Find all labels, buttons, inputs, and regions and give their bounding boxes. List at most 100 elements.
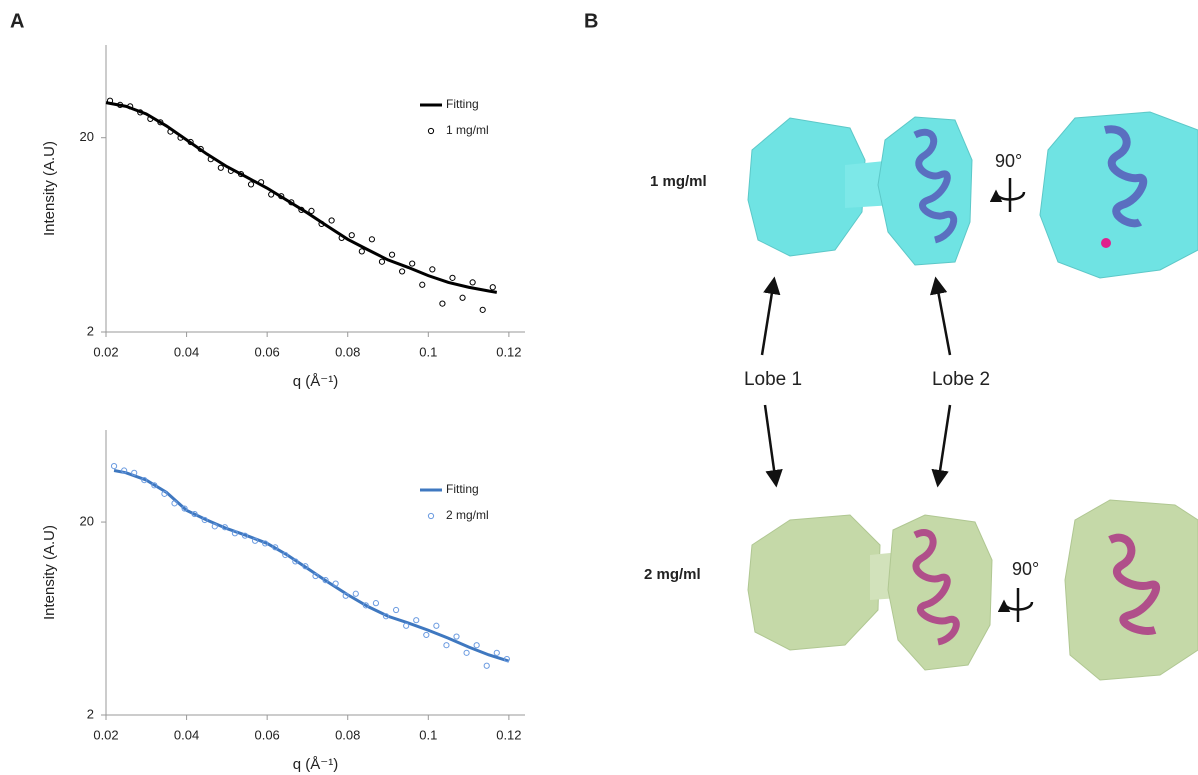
rotation-label: 90° bbox=[1012, 559, 1039, 579]
chart: 2 20 0.02 0.04 0.06 0.08 0.1 0.12 q (Å⁻¹) Intensi… bbox=[41, 430, 525, 773]
fit-line bbox=[105, 101, 498, 294]
legend-label: 2 mg/ml bbox=[446, 508, 489, 522]
data-point bbox=[463, 649, 470, 656]
data-point bbox=[348, 232, 355, 239]
arrows bbox=[760, 276, 952, 488]
panel-label: A bbox=[10, 10, 24, 32]
panel-label: B bbox=[584, 10, 598, 32]
data-point bbox=[278, 193, 285, 200]
data-point bbox=[392, 606, 400, 614]
data-point bbox=[201, 516, 208, 524]
data-point bbox=[443, 642, 450, 649]
y-tick-label: 2 bbox=[87, 706, 94, 721]
data-point bbox=[409, 260, 416, 267]
y-tick-label: 20 bbox=[80, 129, 94, 144]
y-tick-label: 2 bbox=[87, 323, 94, 338]
data-point bbox=[217, 164, 224, 171]
row-label: 1 mg/ml bbox=[650, 173, 707, 190]
x-tick-label: 0.1 bbox=[419, 344, 437, 359]
data-point bbox=[453, 633, 460, 640]
data-point bbox=[177, 134, 184, 141]
data-point bbox=[262, 540, 269, 547]
x-tick-label: 0.06 bbox=[254, 344, 279, 359]
data-point bbox=[272, 544, 279, 551]
rotation-label: 90° bbox=[995, 151, 1022, 171]
data-point bbox=[332, 580, 339, 587]
data-point bbox=[282, 551, 289, 559]
data-point bbox=[221, 524, 228, 531]
data-point bbox=[423, 631, 430, 639]
data-point bbox=[157, 119, 164, 126]
data-point bbox=[137, 109, 144, 116]
data-point bbox=[187, 138, 194, 146]
data-point bbox=[399, 268, 406, 275]
data-point bbox=[473, 642, 480, 649]
data-point bbox=[258, 179, 265, 186]
data-point bbox=[117, 101, 124, 109]
x-tick-label: 0.08 bbox=[335, 727, 360, 742]
data-point bbox=[288, 199, 295, 206]
chart: 2 20 0.02 0.04 0.06 0.08 0.1 0.12 q (Å⁻¹) Intensi… bbox=[41, 45, 525, 390]
data-point bbox=[382, 613, 390, 620]
row-label: 2 mg/ml bbox=[644, 566, 701, 583]
x-tick-label: 0.08 bbox=[335, 344, 360, 359]
data-point bbox=[429, 266, 436, 273]
x-tick-label: 0.1 bbox=[419, 727, 437, 742]
data-point bbox=[127, 103, 134, 110]
data-point bbox=[318, 220, 325, 228]
data-point bbox=[308, 207, 315, 215]
data-point bbox=[503, 655, 510, 663]
data-point bbox=[106, 97, 114, 104]
data-point bbox=[469, 279, 476, 286]
lobe-label: Lobe 1 bbox=[744, 369, 802, 390]
data-point bbox=[489, 284, 496, 291]
y-tick-label: 20 bbox=[80, 513, 94, 528]
legend-label: 1 mg/ml bbox=[446, 123, 489, 137]
fit-line bbox=[113, 469, 510, 663]
data-point bbox=[231, 530, 239, 537]
data-point bbox=[449, 274, 456, 281]
data-point bbox=[312, 572, 319, 580]
data-point bbox=[459, 294, 466, 301]
data-point bbox=[131, 469, 138, 476]
data-point bbox=[388, 251, 396, 258]
data-point bbox=[110, 462, 118, 470]
data-point bbox=[151, 482, 158, 489]
data-point bbox=[378, 258, 386, 265]
x-tick-label: 0.12 bbox=[496, 344, 521, 359]
x-axis-label: q (Å⁻¹) bbox=[293, 756, 338, 773]
data-point bbox=[338, 234, 345, 242]
data-point bbox=[433, 622, 440, 629]
data-point bbox=[167, 128, 174, 135]
y-axis-label: Intensity (A.U) bbox=[41, 141, 58, 236]
data-point bbox=[227, 167, 234, 174]
rotation-icon bbox=[989, 178, 1034, 622]
legend-label: Fitting bbox=[446, 97, 479, 111]
data-point bbox=[493, 649, 500, 656]
legend-label: Fitting bbox=[446, 482, 479, 496]
data-point bbox=[298, 206, 305, 214]
data-point bbox=[237, 170, 245, 178]
data-point bbox=[141, 476, 148, 484]
data-point bbox=[147, 115, 154, 122]
data-point bbox=[241, 532, 249, 539]
data-point bbox=[362, 602, 369, 609]
data-point bbox=[342, 592, 349, 599]
data-point bbox=[358, 248, 365, 255]
data-point bbox=[328, 217, 335, 224]
data-point bbox=[413, 617, 420, 624]
data-point bbox=[419, 281, 426, 288]
data-point bbox=[368, 236, 376, 243]
data-point bbox=[302, 563, 309, 570]
x-tick-label: 0.04 bbox=[174, 344, 199, 359]
data-point bbox=[403, 622, 410, 629]
data-point bbox=[197, 145, 204, 153]
envelope-1mg bbox=[747, 111, 1198, 279]
data-point bbox=[268, 191, 275, 198]
data-point bbox=[247, 181, 255, 188]
data-point bbox=[211, 523, 218, 530]
data-point bbox=[171, 500, 178, 507]
x-tick-label: 0.02 bbox=[93, 727, 118, 742]
